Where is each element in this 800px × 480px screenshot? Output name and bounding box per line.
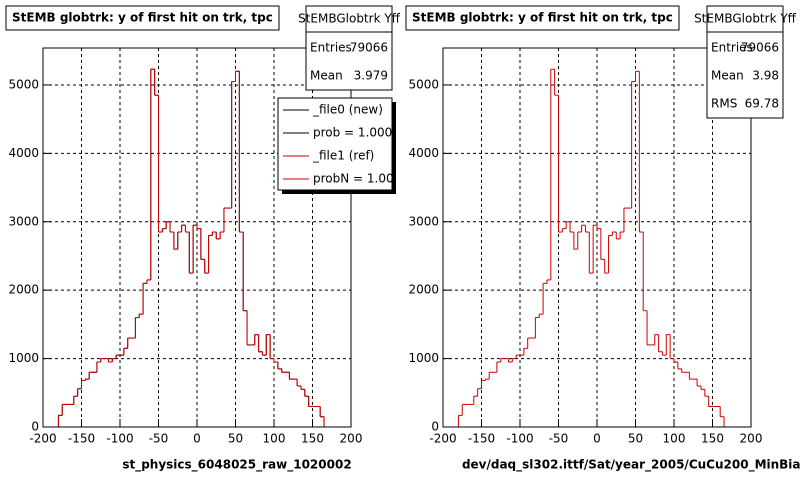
x-tick-label: 50 (228, 432, 243, 446)
x-tick-label: -200 (29, 432, 56, 446)
x-tick-label: -50 (549, 432, 569, 446)
plot-frame-border (442, 47, 752, 428)
stats-value: 69.78 (745, 97, 779, 111)
title-box (405, 5, 680, 31)
y-tick-label: 5000 (8, 77, 39, 91)
y-tick-label: 1000 (8, 351, 39, 365)
stats-value: 79066 (350, 41, 388, 55)
x-tick-label: 100 (263, 432, 286, 446)
stats-box (305, 5, 393, 91)
legend-box (277, 97, 393, 191)
x-tick-label: -100 (106, 432, 133, 446)
y-tick-label: 4000 (408, 146, 439, 160)
y-tick-label: 0 (431, 420, 439, 434)
y-tick-label: 3000 (408, 214, 439, 228)
legend-label: prob = 1.000000 (313, 126, 415, 140)
x-tick-label: -50 (149, 432, 169, 446)
stats-value: 3.979 (354, 69, 388, 83)
x-tick-label: -100 (506, 432, 533, 446)
stats-value: 79066 (741, 41, 779, 55)
x-tick-label: 200 (340, 432, 363, 446)
y-tick-label: 4000 (8, 146, 39, 160)
legend-label: probN = 1.00000 (313, 172, 417, 186)
x-axis-label: dev/daq_sl302.ittf/Sat/year_2005/CuCu200… (462, 458, 800, 473)
plot-frame-border (42, 47, 352, 428)
x-tick-label: 150 (301, 432, 324, 446)
title-box (5, 5, 280, 31)
legend-label: _file1 (ref) (312, 149, 374, 163)
y-tick-label: 3000 (8, 214, 39, 228)
stats-title: StEMBGlobtrk Yff (298, 12, 401, 26)
x-tick-label: 0 (593, 432, 601, 446)
stats-box (706, 5, 784, 119)
legend-label: _file0 (new) (312, 103, 383, 117)
legend: _file0 (new) prob = 1.000000 _file1 (ref) p… (283, 103, 417, 186)
x-axis-label: st_physics_6048025_raw_1020002 (122, 458, 351, 473)
stats-label: Mean (711, 69, 744, 83)
stats-label: RMS (711, 97, 737, 111)
y-tick-label: 1000 (408, 351, 439, 365)
x-tick-label: 100 (663, 432, 686, 446)
stats-value: 3.98 (752, 69, 779, 83)
x-tick-label: -150 (68, 432, 95, 446)
x-tick-label: 150 (701, 432, 724, 446)
x-tick-label: 50 (628, 432, 643, 446)
stats-title: StEMBGlobtrk Yff (694, 12, 797, 26)
y-tick-label: 2000 (8, 283, 39, 297)
stats-label: Mean (310, 69, 343, 83)
stats-label: Entries (711, 41, 753, 55)
stats-label: Entries (310, 41, 352, 55)
x-tick-label: 200 (740, 432, 763, 446)
chart-title: StEMB globtrk: y of first hit on trk, tp… (12, 11, 273, 25)
y-tick-label: 0 (31, 420, 39, 434)
chart-title: StEMB globtrk: y of first hit on trk, tp… (412, 11, 673, 25)
plot-frame (442, 47, 752, 428)
x-tick-label: -200 (429, 432, 456, 446)
x-tick-label: 0 (193, 432, 201, 446)
y-tick-label: 5000 (408, 77, 439, 91)
x-tick-label: -150 (468, 432, 495, 446)
y-tick-label: 2000 (408, 283, 439, 297)
